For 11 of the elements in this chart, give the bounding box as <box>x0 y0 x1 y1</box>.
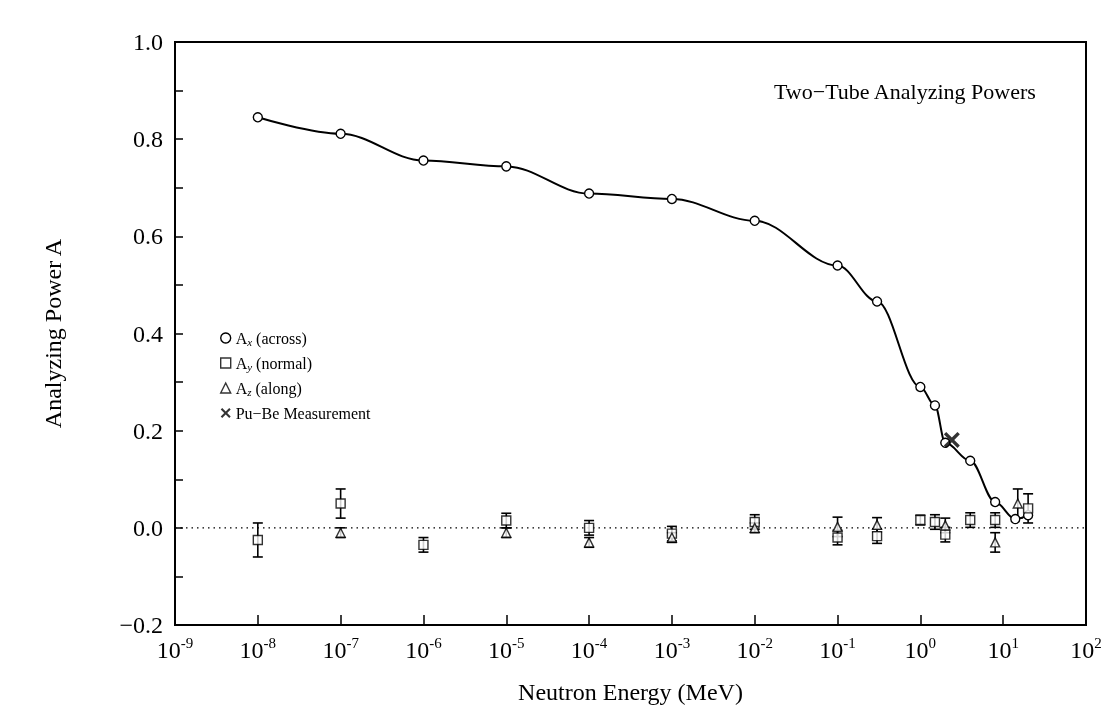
y-tick-label: 0.0 <box>133 514 163 541</box>
y-tick-label: 1.0 <box>133 29 163 55</box>
y-tick-label: 0.8 <box>133 126 163 153</box>
y-tick-label: 0.2 <box>133 417 163 444</box>
legend-label: Pu−Be Measurement <box>235 404 372 422</box>
y-tick-label: 0.6 <box>133 223 163 250</box>
y-tick-label: 0.4 <box>133 320 163 347</box>
x-axis-title: Neutron Energy (MeV) <box>518 679 743 705</box>
y-axis-title: Analyzing Power A <box>40 238 66 429</box>
y-tick-label: −0.2 <box>119 612 163 638</box>
text: Two−Tube Analyzing Powers <box>773 78 1036 104</box>
